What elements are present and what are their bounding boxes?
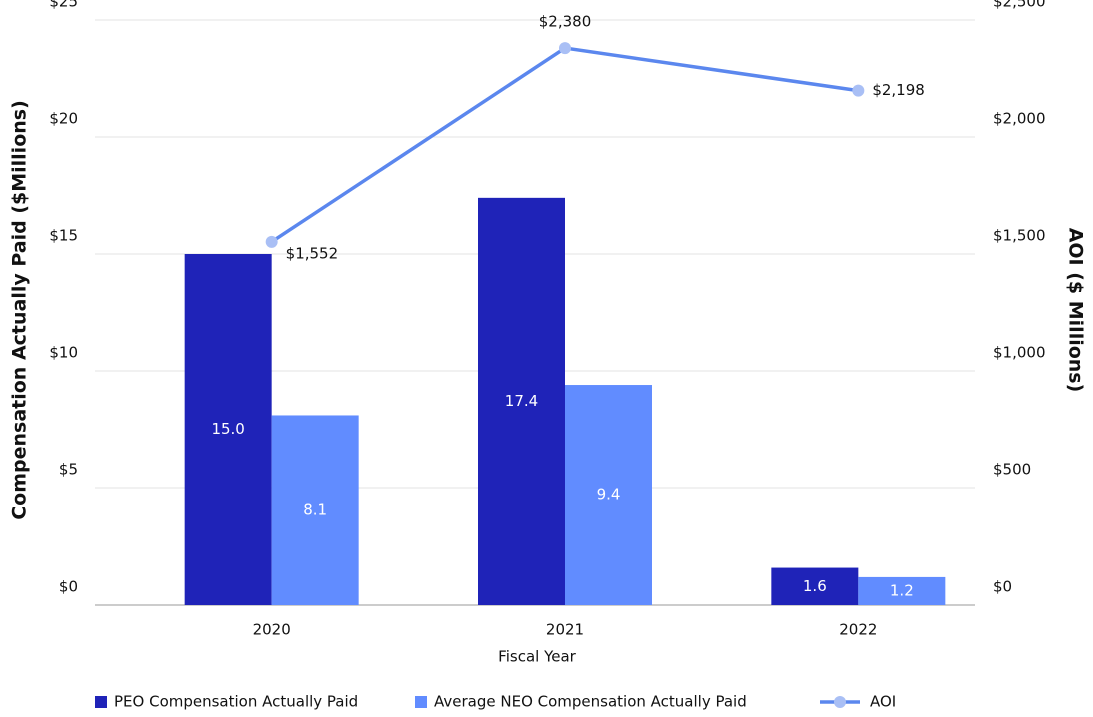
y-tick-label: $20	[49, 110, 78, 128]
legend-swatch	[95, 696, 107, 708]
y-tick-label: $10	[49, 344, 78, 362]
legend-label: AOI	[870, 693, 896, 711]
bar	[858, 576, 946, 605]
x-tick-label: 2020	[253, 621, 291, 639]
data-label: $2,380	[539, 13, 592, 31]
bar	[771, 567, 859, 605]
line-marker	[559, 42, 571, 55]
legend-swatch	[834, 696, 846, 708]
data-label: 9.4	[597, 486, 621, 504]
y2-tick-label: $500	[993, 461, 1031, 479]
line-marker	[852, 84, 865, 97]
y2-axis-title: AOI ($ Millions)	[1065, 228, 1087, 393]
bar	[478, 197, 565, 605]
data-label: 8.1	[303, 501, 327, 519]
y-tick-label: $0	[59, 578, 78, 596]
data-label: 1.6	[803, 577, 827, 595]
legend-label: PEO Compensation Actually Paid	[114, 693, 358, 711]
x-tick-label: 2022	[839, 621, 877, 639]
y2-tick-label: $0	[993, 578, 1012, 596]
legend-label: Average NEO Compensation Actually Paid	[434, 693, 747, 711]
y2-tick-label: $1,000	[993, 344, 1046, 362]
data-label: 1.2	[890, 581, 914, 599]
y2-tick-label: $1,500	[993, 227, 1046, 245]
bar	[565, 385, 652, 605]
data-label: 15.0	[211, 420, 244, 438]
data-label: $2,198	[872, 81, 925, 99]
y-tick-label: $15	[49, 227, 78, 245]
x-axis-title: Fiscal Year	[498, 648, 576, 666]
legend-swatch	[415, 696, 427, 708]
y-tick-label: $25	[49, 0, 78, 11]
y-tick-label: $5	[59, 461, 78, 479]
x-tick-label: 2021	[546, 621, 584, 639]
data-label: 17.4	[505, 392, 538, 410]
y2-tick-label: $2,000	[993, 110, 1046, 128]
bar	[184, 254, 272, 605]
y-axis-title: Compensation Actually Paid ($Millions)	[9, 100, 31, 520]
y2-tick-label: $2,500	[993, 0, 1046, 11]
bar	[271, 415, 359, 605]
data-label: $1,552	[286, 244, 339, 262]
line-marker	[265, 235, 278, 248]
